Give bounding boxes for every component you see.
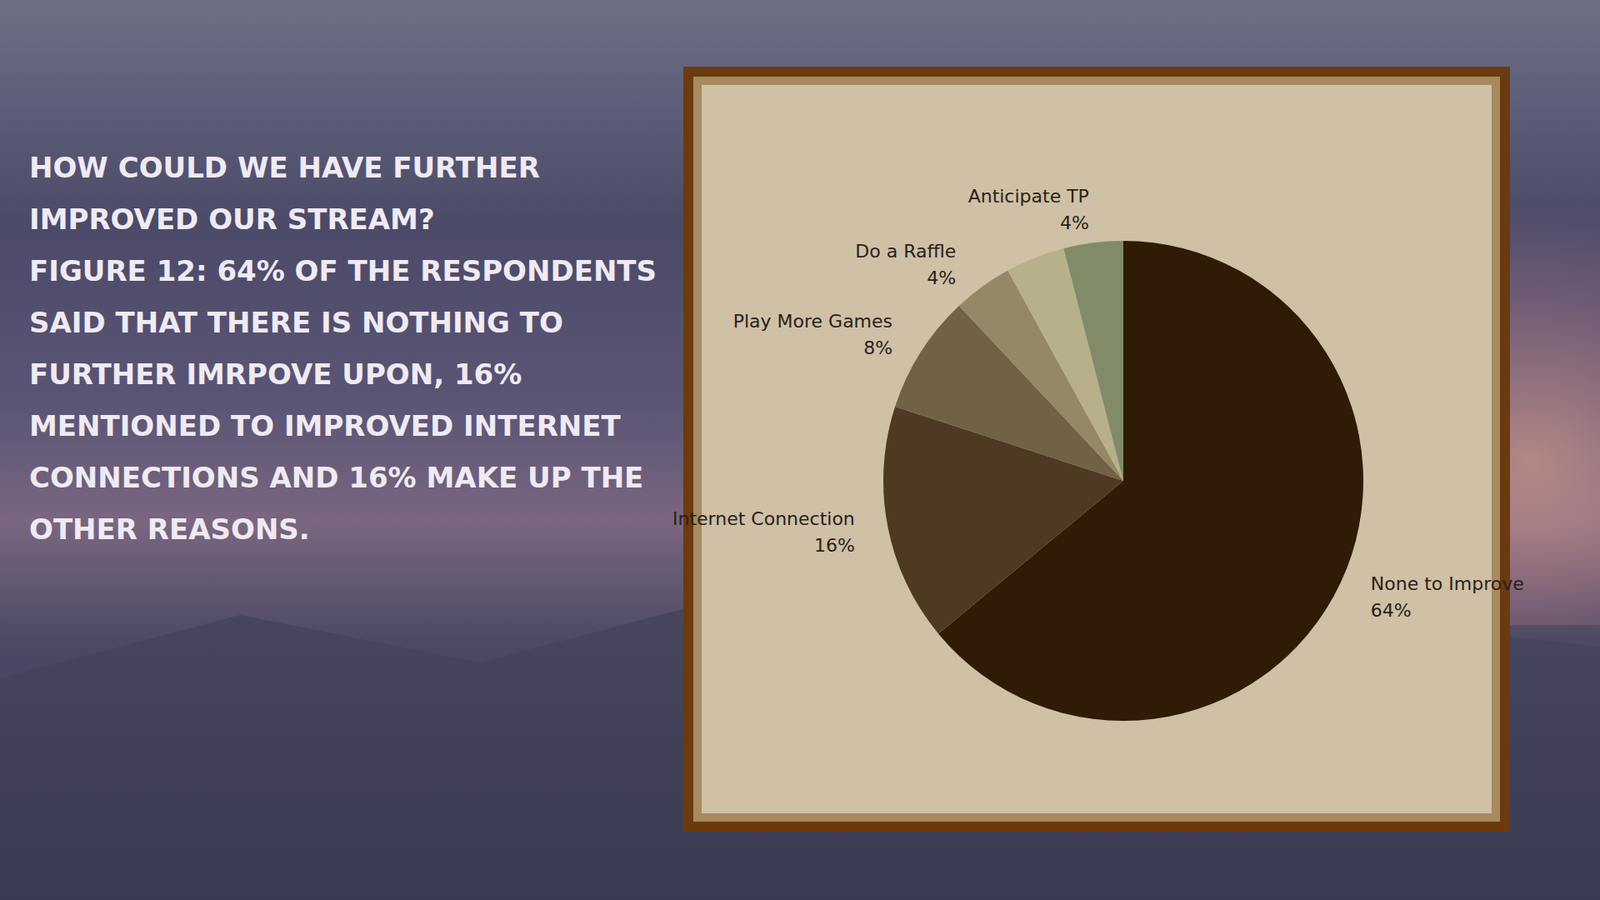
svg-text:Play More Games: Play More Games <box>733 310 893 332</box>
svg-text:16%: 16% <box>814 535 855 556</box>
svg-text:64%: 64% <box>1370 600 1412 621</box>
svg-text:FIGURE 12: 64% OF THE RESPONDE: FIGURE 12: 64% OF THE RESPONDENTS <box>29 254 667 288</box>
svg-text:Do a Raffle: Do a Raffle <box>855 240 956 262</box>
svg-text:8%: 8% <box>863 337 893 359</box>
svg-text:4%: 4% <box>926 267 956 289</box>
svg-text:FURTHER IMRPOVE UPON, 16%: FURTHER IMRPOVE UPON, 16% <box>29 357 532 391</box>
svg-text:HOW COULD WE HAVE FURTHER: HOW COULD WE HAVE FURTHER <box>29 150 550 185</box>
svg-text:MENTIONED TO IMPROVED INTERNET: MENTIONED TO IMPROVED INTERNET <box>29 409 631 443</box>
svg-text:Anticipate TP: Anticipate TP <box>968 185 1090 207</box>
svg-text:SAID THAT THERE IS NOTHING TO: SAID THAT THERE IS NOTHING TO <box>29 305 574 340</box>
svg-text:4%: 4% <box>1060 212 1090 234</box>
svg-text:OTHER REASONS.: OTHER REASONS. <box>29 512 310 546</box>
svg-text:CONNECTIONS AND 16% MAKE UP TH: CONNECTIONS AND 16% MAKE UP THE <box>29 460 654 495</box>
svg-text:IMPROVED OUR STREAM?: IMPROVED OUR STREAM? <box>29 202 435 236</box>
svg-text:Internet Connection: Internet Connection <box>672 508 855 530</box>
svg-text:None to Improve: None to Improve <box>1370 573 1525 595</box>
